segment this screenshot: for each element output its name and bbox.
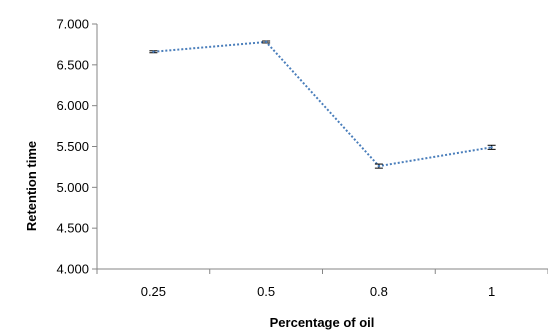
- x-axis: 0.25 0.5 0.8 1: [96, 268, 548, 299]
- x-tick-label: 0.25: [141, 284, 166, 299]
- y-tick-label: 6.000: [56, 98, 89, 113]
- x-tick-label: 0.8: [370, 284, 388, 299]
- x-tick-label: 0.5: [257, 284, 275, 299]
- series-layer: [149, 40, 496, 169]
- data-point: [152, 50, 155, 53]
- data-point: [377, 164, 381, 168]
- y-tick-label: 6.500: [56, 57, 89, 72]
- data-point: [490, 146, 493, 149]
- y-axis: 4.000 4.500 5.000 5.500 6.000 6.500 7.000: [56, 17, 98, 277]
- series-line: [153, 40, 492, 168]
- data-point: [264, 40, 268, 44]
- y-tick-label: 5.000: [56, 180, 89, 195]
- y-tick-label: 4.500: [56, 221, 89, 236]
- x-tick-label: 1: [488, 284, 495, 299]
- y-tick-label: 7.000: [56, 17, 89, 32]
- y-axis-title: Retention time: [24, 141, 39, 231]
- y-tick-label: 4.000: [56, 262, 89, 277]
- y-tick-label: 5.500: [56, 139, 89, 154]
- x-axis-title: Percentage of oil: [270, 315, 375, 330]
